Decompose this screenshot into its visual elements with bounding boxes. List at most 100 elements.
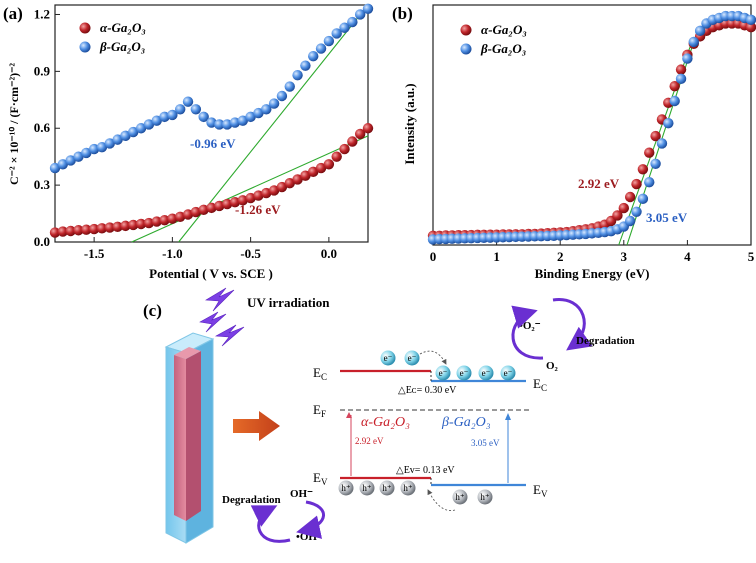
data-point <box>675 73 687 85</box>
hole: h⁺ <box>379 480 395 496</box>
y-tick-label: 0.0 <box>34 234 50 249</box>
top-degradation-arrow <box>552 298 593 351</box>
data-point <box>688 36 699 48</box>
y-tick-label: 0.3 <box>34 177 51 192</box>
hole: h⁺ <box>452 489 468 505</box>
data-point <box>339 143 350 155</box>
data-point <box>73 225 84 236</box>
oh-oxidation-arrow <box>296 500 325 539</box>
beta-gap-label: 3.05 eV <box>471 438 500 448</box>
x-tick-label: 2 <box>557 249 564 264</box>
data-point <box>631 206 642 217</box>
data-point <box>650 158 661 169</box>
data-point <box>323 159 335 170</box>
electron: e⁻ <box>435 365 451 381</box>
data-point <box>221 119 233 130</box>
data-point <box>362 3 374 14</box>
data-point <box>745 21 756 33</box>
x-tick-label: 0 <box>430 249 437 264</box>
hydroxyl-radical-label: •OH <box>296 531 317 543</box>
delta-ev-label: △Eᴠ= 0.13 eV <box>396 465 455 476</box>
data-point <box>253 190 264 201</box>
panel-a: (a) -1.5 -1.0 -0.5 0.0 0.0 0.3 0.6 0.9 1.2 Poten… <box>3 3 374 281</box>
alpha-gap-label: 2.92 eV <box>355 436 384 446</box>
panel-b-label: (b) <box>392 4 413 23</box>
hydroxide-label: OH⁻ <box>290 488 313 500</box>
panel-a-xlabel: Potential ( V vs. SCE ) <box>149 266 273 281</box>
data-point <box>214 200 225 212</box>
legend-marker-beta <box>460 43 472 55</box>
data-point <box>300 170 311 181</box>
data-point <box>198 204 209 215</box>
data-point <box>245 192 256 204</box>
ec-right-label: EC <box>533 376 547 393</box>
data-point <box>88 143 100 155</box>
data-point <box>675 64 687 75</box>
data-point <box>323 35 335 47</box>
panel-b-points <box>427 10 756 245</box>
svg-text:e⁻: e⁻ <box>408 353 417 363</box>
panel-a-ylabel: C⁻² × 10⁻¹⁰ / (F·cm⁻²)⁻² <box>7 63 21 185</box>
panel-c: (c) UV irradiation <box>143 287 635 544</box>
x-tick-label: -0.5 <box>240 246 261 261</box>
svg-text:e⁻: e⁻ <box>460 368 469 378</box>
x-tick-label: 4 <box>684 249 691 264</box>
legend-marker-beta <box>79 41 91 53</box>
delta-ec-label: △Eᴄ= 0.30 eV <box>398 385 457 396</box>
data-point <box>745 14 756 25</box>
data-point <box>331 151 342 162</box>
data-point <box>261 187 272 199</box>
data-point <box>656 138 668 149</box>
data-point <box>354 128 366 140</box>
uv-irradiation-label: UV irradiation <box>247 295 330 310</box>
data-point <box>339 22 350 33</box>
data-point <box>308 50 319 62</box>
data-point <box>292 69 303 81</box>
annotation-alpha-flatband: -1.26 eV <box>235 202 281 217</box>
oxygen-label: O₂ <box>546 360 559 372</box>
data-point <box>624 191 636 203</box>
data-point <box>159 214 170 226</box>
annotation-beta-gap: 3.05 eV <box>646 210 688 225</box>
data-point <box>182 96 194 107</box>
svg-text:h⁺: h⁺ <box>455 492 465 502</box>
data-point <box>143 119 155 130</box>
data-point <box>206 117 217 128</box>
svg-text:h⁺: h⁺ <box>362 483 372 493</box>
y-tick-label: 0.9 <box>34 63 51 78</box>
alpha-name-label: α-Ga₂O₃ <box>361 415 410 430</box>
data-point <box>167 213 178 224</box>
data-point <box>618 202 629 214</box>
data-point <box>65 225 76 237</box>
ec-left-label: EC <box>313 365 327 382</box>
data-point <box>120 220 131 232</box>
data-point <box>128 126 139 138</box>
data-point <box>637 193 649 205</box>
data-point <box>631 178 642 190</box>
panel-b-ylabel: Intensity (a.u.) <box>402 83 417 164</box>
data-point <box>612 210 623 221</box>
data-point <box>112 221 123 233</box>
data-point <box>253 107 264 119</box>
data-point <box>237 195 248 206</box>
data-point <box>190 104 202 115</box>
legend-alpha-label: α-Ga₂O₃ <box>481 22 527 37</box>
data-point <box>57 159 69 170</box>
right-arrow-icon <box>233 411 280 441</box>
svg-text:e⁻: e⁻ <box>384 353 393 363</box>
hole-transfer-arrow <box>427 489 456 512</box>
x-tick-label: 3 <box>621 249 628 264</box>
data-point <box>49 162 61 174</box>
nanorod-prism <box>164 332 215 544</box>
data-point <box>644 177 655 188</box>
fit-line <box>131 135 369 243</box>
panel-b-frame <box>432 4 752 246</box>
panel-b: (b) 0 1 2 3 4 5 Binding Energy (eV) Intensity… <box>392 4 756 281</box>
data-point <box>57 226 69 237</box>
holes: h⁺ h⁺ h⁺ h⁺ h⁺ h⁺ <box>338 480 493 505</box>
legend-marker-alpha <box>79 22 91 34</box>
ev-right-label: EV <box>533 482 548 499</box>
data-point <box>229 196 241 208</box>
data-point <box>104 222 115 233</box>
data-point <box>88 223 100 235</box>
